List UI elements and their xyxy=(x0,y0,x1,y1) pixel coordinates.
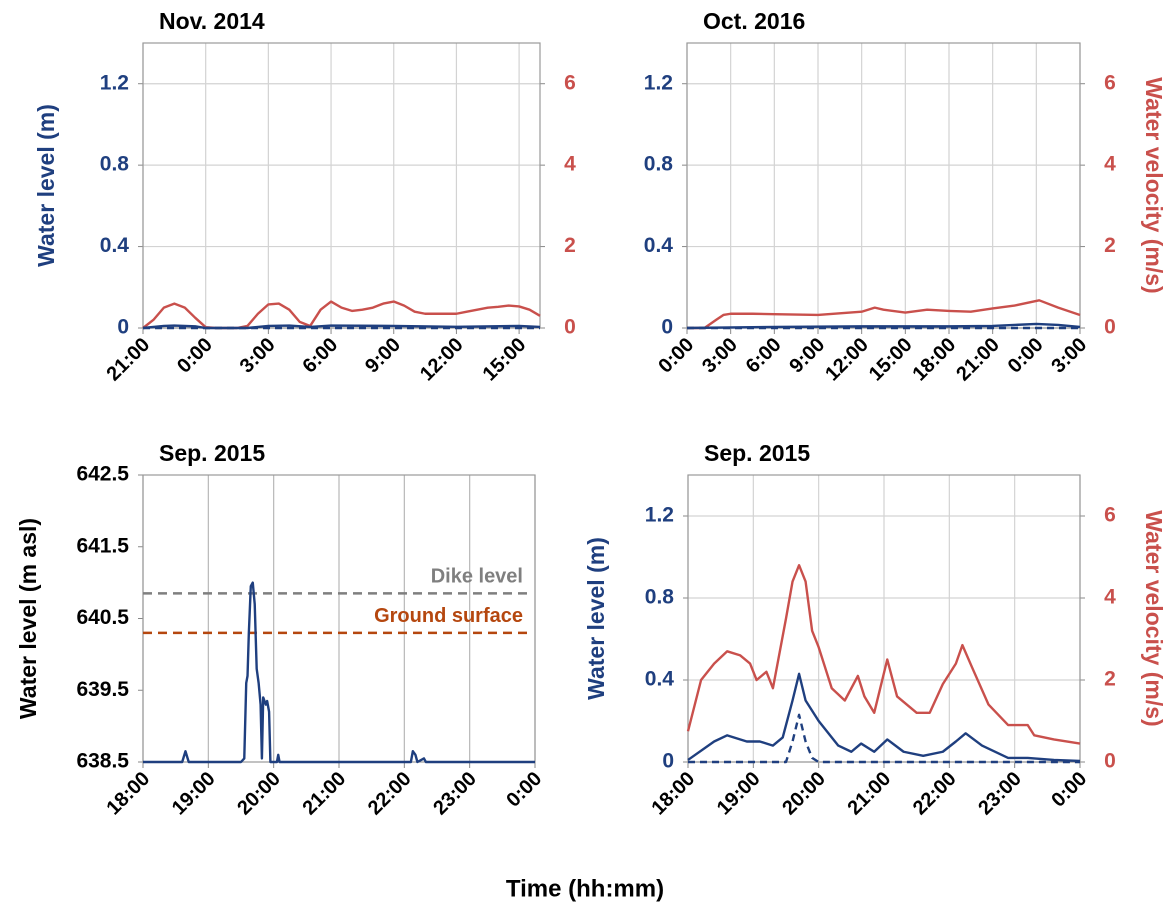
x-tick-label: 12:00 xyxy=(821,334,873,386)
y-tick-label: 640.5 xyxy=(76,606,129,629)
reference-label: Dike level xyxy=(431,566,523,588)
x-tick-label: 19:00 xyxy=(168,768,220,820)
x-tick-label: 21:00 xyxy=(299,768,351,820)
y-tick-label: 638.5 xyxy=(76,750,129,773)
x-tick-label: 6:00 xyxy=(742,334,786,378)
y-axis-label: Water level (m) xyxy=(33,104,59,267)
y-tick-label: 1.2 xyxy=(645,504,674,527)
x-tick-label: 22:00 xyxy=(909,768,961,820)
y-tick-label: 0 xyxy=(662,750,674,773)
plot-frame xyxy=(142,42,541,329)
x-tick-label: 0:00 xyxy=(173,334,217,378)
y-tick-label: 1.2 xyxy=(100,71,129,94)
y2-tick-label: 0 xyxy=(564,316,576,339)
y-tick-label: 0.8 xyxy=(100,153,130,176)
y-tick-label: 1.2 xyxy=(644,71,673,94)
x-tick-label: 15:00 xyxy=(865,334,917,386)
y2-tick-label: 4 xyxy=(1104,153,1116,176)
x-tick-label: 21:00 xyxy=(103,334,155,386)
y-tick-label: 639.5 xyxy=(76,678,129,701)
x-tick-label: 22:00 xyxy=(364,768,416,820)
x-tick-label: 0:00 xyxy=(502,768,546,812)
y-tick-label: 0.8 xyxy=(645,586,675,609)
y2-tick-label: 4 xyxy=(564,153,576,176)
x-tick-label: 0:00 xyxy=(1047,768,1091,812)
chart-title: Nov. 2014 xyxy=(159,8,265,34)
series-line xyxy=(688,713,1080,764)
y-tick-label: 0.4 xyxy=(100,234,130,257)
plot-frame xyxy=(686,42,1081,329)
x-tick-label: 3:00 xyxy=(1047,334,1091,378)
series-line xyxy=(142,324,541,330)
y-tick-label: 641.5 xyxy=(76,534,129,557)
y-tick-label: 0.8 xyxy=(644,153,674,176)
chart-title: Oct. 2016 xyxy=(703,8,805,34)
x-tick-label: 12:00 xyxy=(416,334,468,386)
y2-tick-label: 0 xyxy=(1104,316,1116,339)
chart-title: Sep. 2015 xyxy=(704,440,810,466)
y2-tick-label: 0 xyxy=(1104,750,1116,773)
y-tick-label: 642.5 xyxy=(76,463,129,486)
x-tick-label: 18:00 xyxy=(909,334,961,386)
reference-label: Ground surface xyxy=(374,605,523,627)
x-tick-label: 9:00 xyxy=(361,334,405,378)
y2-axis-label: Water velocity (m/s) xyxy=(1141,77,1167,293)
x-tick-label: 21:00 xyxy=(844,768,896,820)
x-tick-label: 0:00 xyxy=(1004,334,1048,378)
x-tick-label: 21:00 xyxy=(952,334,1004,386)
y2-tick-label: 6 xyxy=(564,71,576,94)
x-tick-label: 18:00 xyxy=(103,768,155,820)
x-tick-label: 6:00 xyxy=(298,334,342,378)
y2-tick-label: 2 xyxy=(1104,668,1116,691)
y-tick-label: 0 xyxy=(661,316,673,339)
series-line xyxy=(143,581,535,764)
y-axis-label: Water level (m) xyxy=(583,537,609,700)
y-tick-label: 0.4 xyxy=(644,234,674,257)
y2-axis-label: Water velocity (m/s) xyxy=(1141,510,1167,726)
y2-tick-label: 6 xyxy=(1104,71,1116,94)
y2-tick-label: 2 xyxy=(1104,234,1116,257)
y-tick-label: 0 xyxy=(117,316,129,339)
x-tick-label: 15:00 xyxy=(479,334,531,386)
y2-tick-label: 6 xyxy=(1104,504,1116,527)
series-line xyxy=(686,564,1081,745)
x-tick-label: 3:00 xyxy=(236,334,280,378)
x-tick-label: 19:00 xyxy=(713,768,765,820)
series-line xyxy=(687,672,1081,763)
x-axis-label: Time (hh:mm) xyxy=(506,875,664,902)
chart-title: Sep. 2015 xyxy=(159,440,265,466)
y2-tick-label: 4 xyxy=(1104,586,1116,609)
x-tick-label: 0:00 xyxy=(654,334,698,378)
x-tick-label: 20:00 xyxy=(778,768,830,820)
y-tick-label: 0.4 xyxy=(645,668,675,691)
y-axis-label: Water level (m asl) xyxy=(15,518,41,719)
x-tick-label: 23:00 xyxy=(974,768,1026,820)
series-line xyxy=(142,300,541,330)
series-line xyxy=(687,299,1081,330)
x-tick-label: 3:00 xyxy=(698,334,742,378)
x-tick-label: 18:00 xyxy=(648,768,700,820)
y2-tick-label: 2 xyxy=(564,234,576,257)
x-tick-label: 23:00 xyxy=(429,768,481,820)
x-tick-label: 20:00 xyxy=(233,768,285,820)
